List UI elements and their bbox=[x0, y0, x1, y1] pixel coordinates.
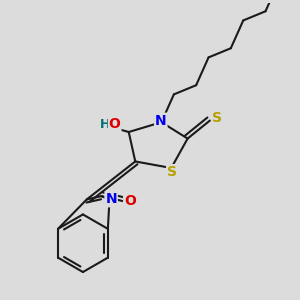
Text: O: O bbox=[124, 194, 136, 208]
Text: O: O bbox=[109, 118, 121, 131]
Text: H: H bbox=[100, 118, 110, 131]
Text: S: S bbox=[167, 165, 177, 179]
Text: N: N bbox=[155, 114, 166, 128]
Text: N: N bbox=[105, 192, 117, 206]
Text: S: S bbox=[212, 111, 222, 125]
